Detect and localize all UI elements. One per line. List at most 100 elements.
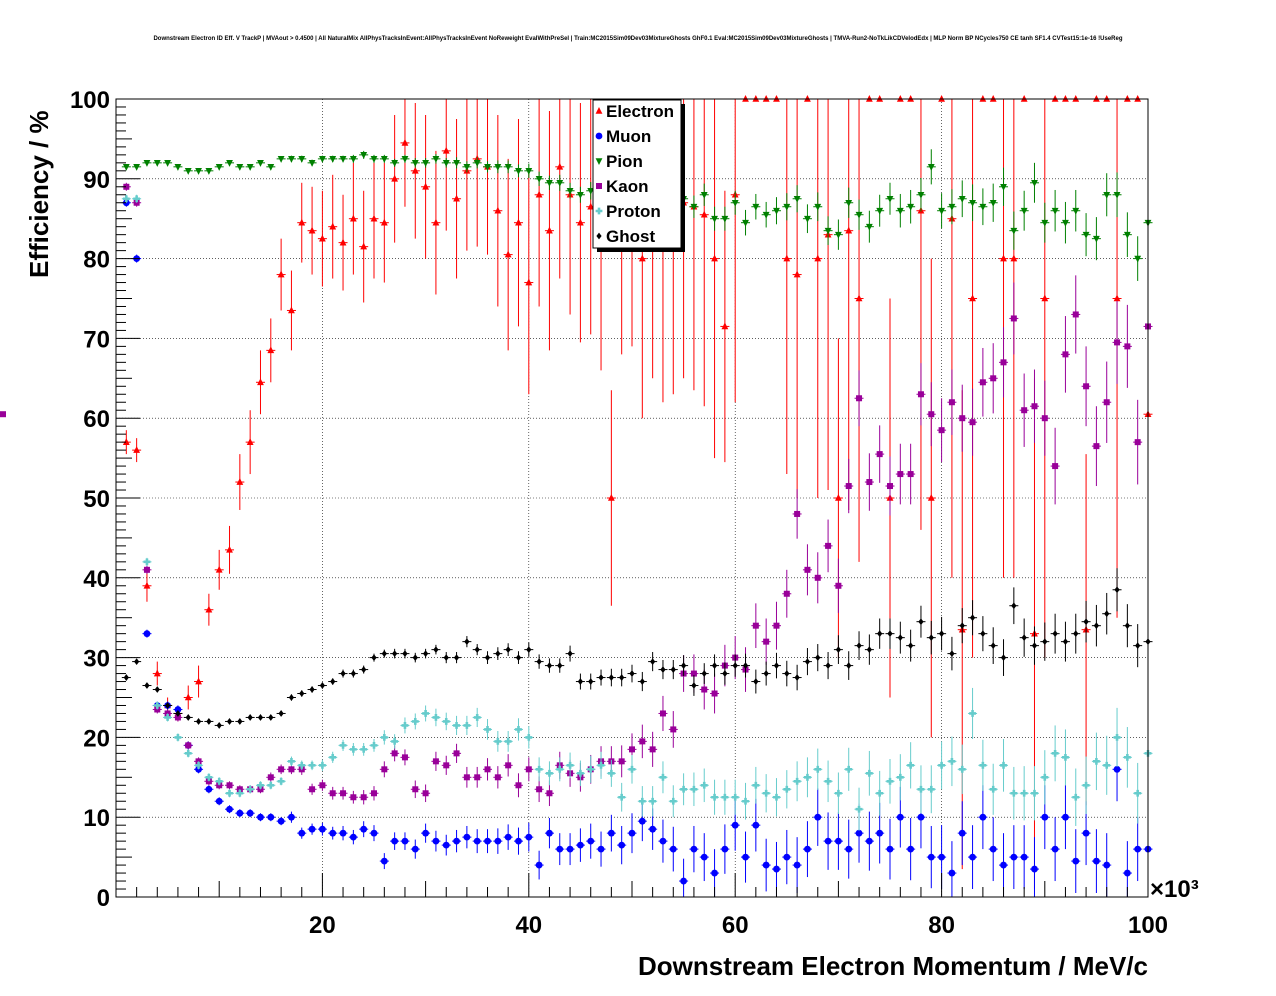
muon-point	[823, 812, 833, 870]
ghost-marker	[959, 622, 965, 630]
electron-marker	[896, 95, 904, 102]
proton-point	[1029, 766, 1039, 821]
electron-point	[328, 174, 338, 279]
ghost-point	[410, 652, 420, 663]
proton-marker	[731, 793, 739, 801]
ghost-marker	[247, 714, 253, 721]
legend-electron-marker	[595, 107, 603, 114]
proton-marker	[339, 741, 347, 749]
muon-marker	[886, 845, 894, 853]
ghost-marker	[495, 650, 501, 658]
muon-marker	[453, 837, 460, 845]
pion-point	[916, 178, 926, 212]
kaon-point	[895, 443, 905, 505]
electron-point	[988, 95, 998, 102]
proton-point	[348, 742, 358, 756]
proton-point	[565, 752, 575, 779]
ghost-marker	[453, 654, 460, 661]
electron-point	[978, 95, 988, 102]
pion-marker	[793, 195, 801, 203]
ghost-marker	[226, 718, 233, 725]
muon-marker	[205, 785, 213, 793]
ghost-marker	[309, 686, 315, 693]
pion-marker	[907, 203, 915, 211]
kaon-marker	[948, 399, 955, 406]
muon-marker	[700, 853, 708, 861]
kaon-point	[833, 558, 843, 613]
muon-marker	[835, 837, 842, 845]
ghost-point	[483, 651, 493, 664]
muon-marker	[824, 837, 832, 845]
electron-marker	[298, 218, 306, 226]
proton-marker	[855, 805, 863, 813]
ghost-point	[534, 654, 544, 669]
kaon-marker	[856, 395, 863, 402]
pion-point	[1050, 189, 1060, 232]
muon-series	[121, 198, 1153, 897]
proton-point	[988, 763, 998, 815]
proton-marker	[133, 195, 141, 203]
kaon-marker	[340, 790, 347, 797]
pion-point	[875, 194, 885, 227]
pion-point	[926, 149, 936, 185]
electron-marker	[938, 95, 945, 102]
muon-marker	[442, 841, 450, 849]
proton-marker	[742, 797, 749, 805]
ghost-marker	[660, 666, 666, 673]
pion-point	[431, 154, 441, 164]
proton-point	[1050, 725, 1060, 782]
proton-marker	[473, 714, 481, 721]
electron-point	[410, 102, 420, 239]
proton-marker	[896, 773, 904, 781]
proton-marker	[515, 726, 522, 733]
muon-marker	[504, 833, 512, 841]
pion-point	[183, 168, 193, 175]
ghost-marker	[1021, 634, 1027, 642]
ghost-point	[710, 654, 720, 677]
proton-marker	[1051, 749, 1059, 757]
kaon-point	[0, 411, 6, 418]
pion-point	[1091, 217, 1101, 261]
proton-marker	[329, 753, 337, 761]
kaon-marker	[928, 411, 935, 418]
ghost-marker	[691, 682, 697, 689]
pion-marker	[566, 187, 574, 195]
muon-point	[596, 831, 606, 867]
ghost-marker	[515, 654, 522, 661]
muon-point	[627, 813, 637, 854]
legend-entry-kaon: Kaon	[596, 177, 649, 196]
ghost-point	[792, 664, 802, 691]
kaon-marker	[804, 566, 811, 573]
electron-point	[142, 569, 152, 602]
pion-marker	[927, 164, 935, 171]
kaon-marker	[752, 622, 759, 629]
kaon-marker	[1072, 311, 1079, 318]
muon-point	[864, 811, 874, 871]
muon-point	[472, 829, 482, 854]
ghost-marker	[402, 650, 408, 658]
kaon-point	[1091, 406, 1101, 487]
kaon-marker	[639, 738, 646, 745]
ghost-marker	[319, 682, 325, 689]
electron-marker	[969, 294, 976, 302]
proton-marker	[824, 777, 832, 785]
electron-marker	[1134, 95, 1142, 102]
electron-point	[916, 99, 926, 530]
muon-point	[441, 834, 451, 856]
pion-marker	[958, 195, 966, 203]
ghost-marker	[825, 662, 831, 669]
ghost-point	[194, 718, 204, 725]
kaon-point	[1102, 361, 1112, 443]
pion-point	[895, 193, 905, 228]
axis-ticks: 0 10 20 30 40 50 60 70 80 90 100 20 40 60 80 100	[70, 87, 1168, 939]
kaon-point	[483, 758, 493, 781]
proton-marker	[442, 718, 450, 725]
electron-point	[225, 525, 235, 574]
pion-marker	[236, 164, 244, 171]
muon-point	[957, 801, 967, 866]
kaon-point	[524, 757, 534, 782]
electron-marker	[711, 254, 718, 262]
muon-point	[493, 828, 503, 854]
ghost-point	[668, 659, 678, 680]
kaon-marker	[350, 794, 357, 801]
